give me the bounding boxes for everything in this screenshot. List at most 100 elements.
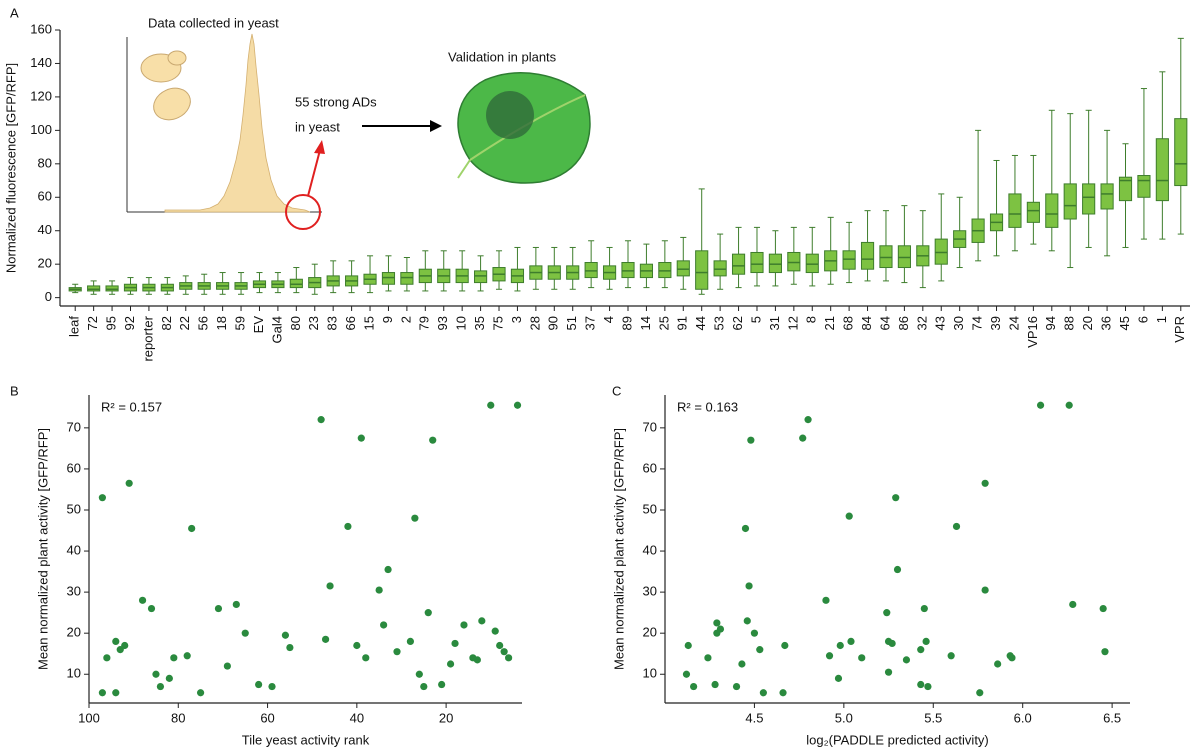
point [682, 670, 691, 678]
y-tick-label: 60 [67, 460, 81, 475]
point [112, 637, 120, 646]
point [994, 660, 1002, 668]
point [924, 682, 932, 691]
point [741, 524, 750, 533]
x-axis-label: Tile yeast activity rank [242, 732, 370, 747]
x-tick-label: 18 [214, 316, 229, 330]
x-tick-label: 6.0 [1014, 710, 1032, 725]
x-tick-label: 10 [454, 316, 469, 330]
point [241, 629, 249, 637]
point [738, 660, 746, 668]
x-tick-label: 82 [159, 316, 174, 330]
box [860, 241, 875, 270]
point [223, 662, 231, 670]
x-tick-label: 35 [472, 316, 487, 330]
y-axis-label: Mean normalized plant activity [GFP/RFP] [35, 428, 50, 670]
point [684, 641, 692, 650]
box [584, 262, 598, 279]
box [676, 260, 690, 277]
point [917, 646, 925, 654]
point [732, 682, 741, 691]
x-tick-label: 84 [859, 316, 874, 330]
point [884, 668, 893, 676]
point [756, 646, 764, 654]
x-tick-label: 5.5 [924, 710, 942, 725]
point [98, 689, 106, 697]
point [822, 596, 830, 604]
point [255, 680, 263, 689]
red-arrow [307, 149, 321, 197]
x-tick-label: 53 [712, 316, 727, 330]
point [125, 479, 133, 487]
y-tick-label: 20 [67, 625, 81, 640]
point [188, 524, 196, 533]
point [500, 648, 508, 656]
x-tick-label: 37 [583, 316, 598, 330]
y-tick-label: 30 [643, 584, 657, 599]
x-tick-label: 91 [675, 316, 690, 330]
y-tick-label: 50 [643, 501, 657, 516]
box [87, 285, 101, 292]
highlight-circle [285, 194, 321, 230]
red-arrowhead [314, 140, 325, 154]
point [393, 648, 401, 656]
x-tick-label: 20 [1080, 316, 1095, 330]
x-tick-label: 72 [85, 316, 100, 330]
x-tick-label: 28 [527, 316, 542, 330]
point [424, 609, 432, 617]
y-tick-label: 70 [67, 419, 81, 434]
point [704, 654, 712, 662]
box [1008, 193, 1022, 228]
point [165, 674, 173, 682]
point [743, 617, 751, 625]
point [406, 637, 415, 646]
point [478, 617, 486, 625]
panel-label: B [10, 383, 19, 398]
x-tick-label: 44 [693, 316, 708, 330]
box [768, 253, 782, 274]
x-tick-label: 56 [196, 316, 211, 330]
box [289, 278, 303, 289]
x-tick-label: 14 [638, 316, 653, 330]
box [731, 253, 746, 275]
box [1155, 138, 1169, 202]
x-tick-label: 4.5 [745, 710, 763, 725]
point [1069, 600, 1077, 609]
x-tick-label: 25 [656, 316, 671, 330]
x-tick-label: 88 [1062, 316, 1077, 330]
point [779, 689, 787, 697]
annotation: R² = 0.157 [101, 399, 162, 414]
x-tick-label: 59 [232, 316, 247, 330]
x-tick-label: 5 [748, 316, 763, 323]
point [415, 670, 423, 678]
x-tick-label: 51 [564, 316, 579, 330]
point [344, 522, 352, 531]
x-tick-label: VP16 [1025, 316, 1040, 348]
box [1063, 183, 1077, 220]
yeast-cell [153, 87, 191, 121]
point [804, 416, 812, 424]
y-tick-label: 160 [30, 21, 52, 36]
x-tick-label: VPR [1172, 316, 1187, 343]
point [170, 654, 178, 662]
y-tick-label: 30 [67, 584, 81, 599]
point [1008, 654, 1016, 662]
box [787, 251, 801, 272]
box [897, 245, 911, 269]
x-tick-label: EV [251, 316, 266, 334]
infiltration-spot [486, 91, 534, 139]
yeast-cell [167, 50, 187, 66]
x-tick-label: 40 [350, 710, 364, 725]
y-axis-label: Normalized fluorescence [GFP/RFP] [3, 63, 18, 273]
x-axis-label: log₂(PADDLE predicted activity) [806, 732, 989, 747]
inset-text: Validation in plants [448, 49, 557, 64]
box [105, 285, 119, 292]
x-tick-label: 80 [288, 316, 303, 330]
point [750, 629, 759, 637]
point [147, 604, 156, 613]
box [1026, 201, 1040, 223]
x-tick-label: 60 [260, 710, 274, 725]
y-tick-label: 20 [643, 625, 657, 640]
box [695, 250, 709, 290]
